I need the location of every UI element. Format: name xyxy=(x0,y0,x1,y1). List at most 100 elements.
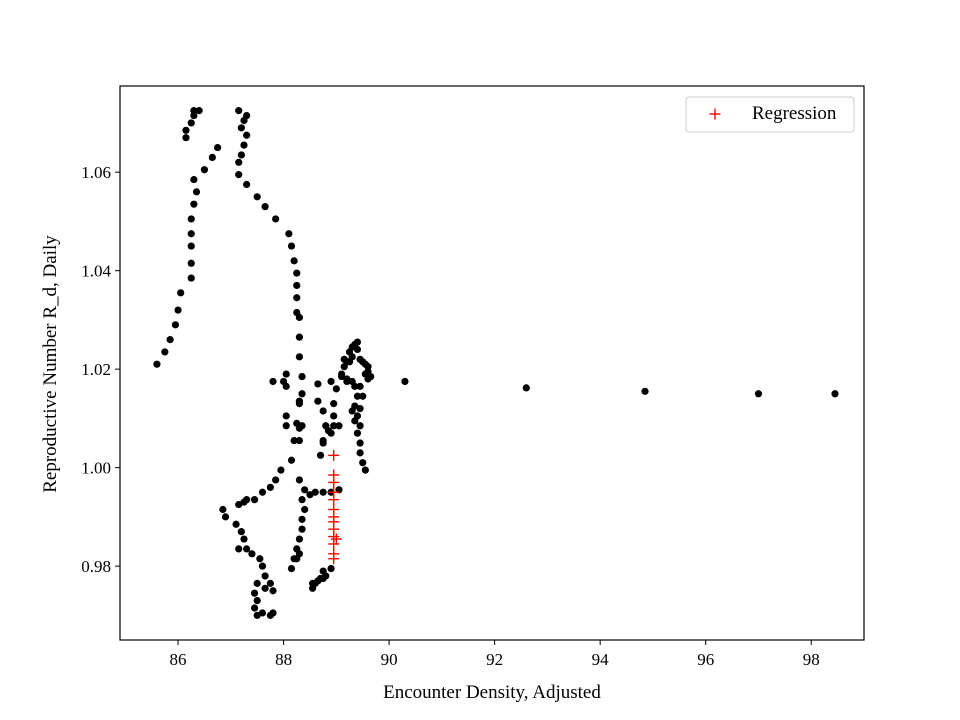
data-point xyxy=(295,313,304,322)
data-point xyxy=(282,370,290,378)
data-point xyxy=(187,242,195,250)
data-point xyxy=(356,382,364,390)
y-tick-label: 0.98 xyxy=(81,557,111,576)
data-point xyxy=(269,587,277,595)
data-point xyxy=(290,436,298,445)
data-point xyxy=(250,589,259,597)
data-point xyxy=(348,353,356,361)
regression-point xyxy=(328,553,340,565)
data-point xyxy=(171,321,180,329)
data-point xyxy=(301,505,309,514)
data-point xyxy=(243,131,251,139)
data-point xyxy=(353,345,362,354)
data-point xyxy=(269,377,277,386)
data-point xyxy=(282,412,290,420)
data-point xyxy=(353,338,362,346)
data-point xyxy=(308,584,317,592)
data-point xyxy=(290,257,298,265)
data-point xyxy=(166,336,174,344)
data-point xyxy=(327,377,335,386)
x-tick-label: 90 xyxy=(381,650,398,669)
data-point xyxy=(356,439,364,447)
data-point xyxy=(311,488,319,496)
data-point xyxy=(298,390,306,398)
data-point xyxy=(356,404,364,413)
data-point xyxy=(237,124,245,132)
data-point xyxy=(287,242,296,250)
data-point xyxy=(293,294,301,302)
data-point xyxy=(359,392,367,400)
data-point xyxy=(316,574,325,583)
data-point xyxy=(298,515,306,523)
data-point xyxy=(353,392,362,400)
data-point xyxy=(266,579,274,587)
data-point xyxy=(282,422,290,430)
data-point xyxy=(190,107,198,115)
data-point xyxy=(340,355,348,363)
data-point xyxy=(174,306,182,314)
data-point xyxy=(153,360,161,368)
x-tick-label: 94 xyxy=(592,650,610,669)
data-point xyxy=(287,456,296,464)
data-point xyxy=(258,562,267,570)
data-point xyxy=(364,363,372,371)
data-point xyxy=(295,397,304,405)
data-point xyxy=(319,436,327,445)
data-point xyxy=(319,567,327,575)
data-point xyxy=(361,466,369,474)
data-point xyxy=(353,412,362,420)
data-point xyxy=(295,424,304,432)
data-point xyxy=(258,609,267,617)
data-point xyxy=(330,422,338,430)
data-point xyxy=(243,111,251,120)
data-point xyxy=(298,372,306,381)
data-point xyxy=(522,384,530,392)
data-point xyxy=(190,111,198,120)
data-point xyxy=(195,107,203,115)
legend-plus-icon xyxy=(709,108,721,120)
data-point xyxy=(316,451,325,459)
data-point xyxy=(359,459,367,467)
data-point xyxy=(256,555,264,563)
data-point xyxy=(190,200,198,208)
data-point xyxy=(214,143,222,152)
data-point xyxy=(240,535,248,543)
data-point xyxy=(250,604,259,612)
data-point xyxy=(356,422,364,430)
data-point xyxy=(282,382,290,390)
data-point xyxy=(295,535,304,543)
data-point xyxy=(287,564,296,573)
data-point xyxy=(295,476,304,484)
data-point xyxy=(161,348,169,356)
data-point xyxy=(277,466,285,474)
data-point xyxy=(187,259,195,267)
data-point xyxy=(335,422,343,430)
data-point xyxy=(182,126,190,134)
data-point xyxy=(330,412,338,420)
data-point xyxy=(353,429,362,437)
data-point xyxy=(237,151,245,159)
regression-point xyxy=(330,533,342,545)
data-point xyxy=(298,496,306,504)
data-point xyxy=(301,486,309,494)
data-point xyxy=(293,269,301,277)
data-point xyxy=(295,353,304,361)
data-point xyxy=(258,488,267,496)
regression-point xyxy=(328,476,340,488)
data-point xyxy=(754,390,763,398)
data-point xyxy=(208,153,216,162)
x-tick-label: 86 xyxy=(170,650,187,669)
data-point xyxy=(261,572,269,580)
x-tick-label: 88 xyxy=(275,650,292,669)
legend-box xyxy=(685,96,855,133)
regression-point xyxy=(328,538,340,550)
data-point xyxy=(356,449,364,457)
data-point xyxy=(187,215,195,223)
y-tick-label: 1.04 xyxy=(81,262,111,281)
y-axis-ticks: 0.98 1.00 1.02 1.04 1.06 xyxy=(81,163,120,576)
y-tick-label: 1.02 xyxy=(81,360,111,379)
data-point xyxy=(831,390,839,398)
data-point xyxy=(272,476,280,484)
data-point xyxy=(261,203,269,211)
data-point xyxy=(253,579,261,587)
